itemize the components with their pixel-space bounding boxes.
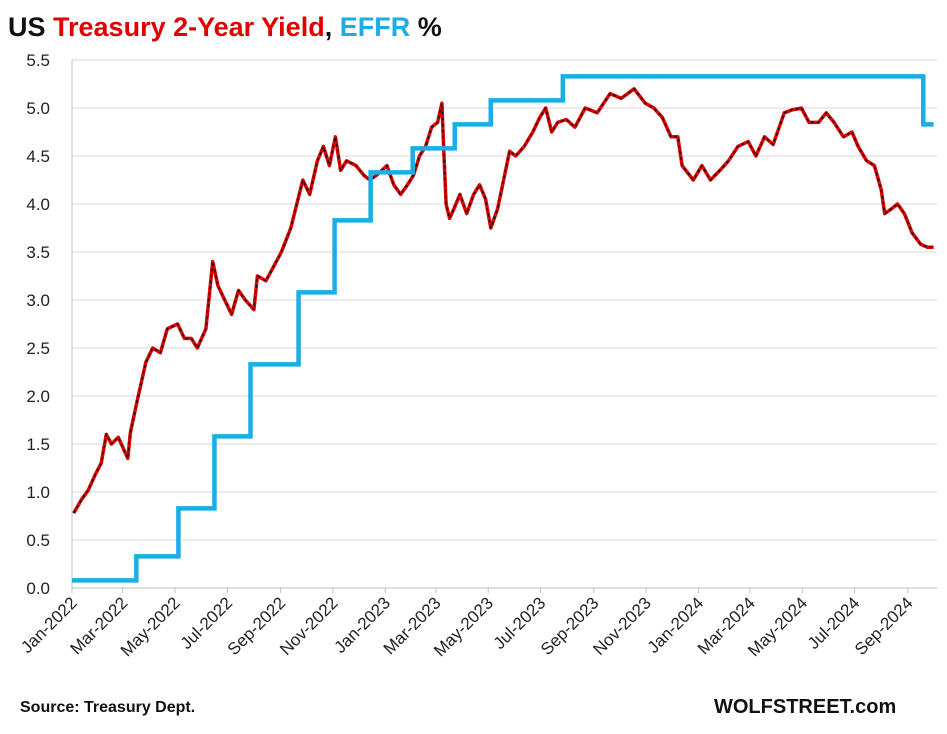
title-treasury: Treasury 2-Year Yield — [53, 12, 325, 42]
series-effr-line — [72, 74, 934, 583]
y-tick-label: 1.5 — [26, 435, 50, 454]
y-tick-label: 0.0 — [26, 579, 50, 598]
source-note: Source: Treasury Dept. — [20, 699, 196, 716]
title-percent: % — [410, 12, 442, 42]
y-tick-label: 3.0 — [26, 291, 50, 310]
title-comma: , — [324, 12, 340, 42]
x-tick-label: Nov-2023 — [589, 593, 655, 659]
x-tick-label: Nov-2022 — [276, 593, 342, 659]
y-tick-label: 0.5 — [26, 531, 50, 550]
brand-label: WOLFSTREET.com — [714, 696, 897, 718]
title-us: US — [8, 12, 54, 42]
y-tick-label: 3.5 — [26, 243, 50, 262]
x-axis-ticks: Jan-2022Mar-2022May-2022Jul-2022Sep-2022… — [17, 593, 916, 660]
axes — [71, 60, 937, 593]
title-effr: EFFR — [339, 12, 411, 42]
y-tick-label: 2.5 — [26, 339, 50, 358]
y-axis-ticks: 0.0 0.5 1.0 1.5 2.0 2.5 3.0 3.5 4.0 4.5 5.0 5.5 — [26, 51, 50, 598]
y-tick-label: 1.0 — [26, 483, 50, 502]
series-treasury-line — [72, 87, 934, 514]
y-tick-label: 5.0 — [26, 99, 50, 118]
series-treasury-dash — [73, 88, 934, 514]
gridlines — [72, 59, 937, 541]
x-tick-label: Sep-2024 — [851, 593, 917, 659]
chart-title: US Treasury 2-Year Yield, EFFR % — [8, 12, 442, 43]
y-tick-label: 2.0 — [26, 387, 50, 406]
y-tick-label: 4.0 — [26, 195, 50, 214]
y-tick-label: 5.5 — [26, 51, 50, 70]
y-tick-label: 4.5 — [26, 147, 50, 166]
series-group — [72, 74, 934, 583]
